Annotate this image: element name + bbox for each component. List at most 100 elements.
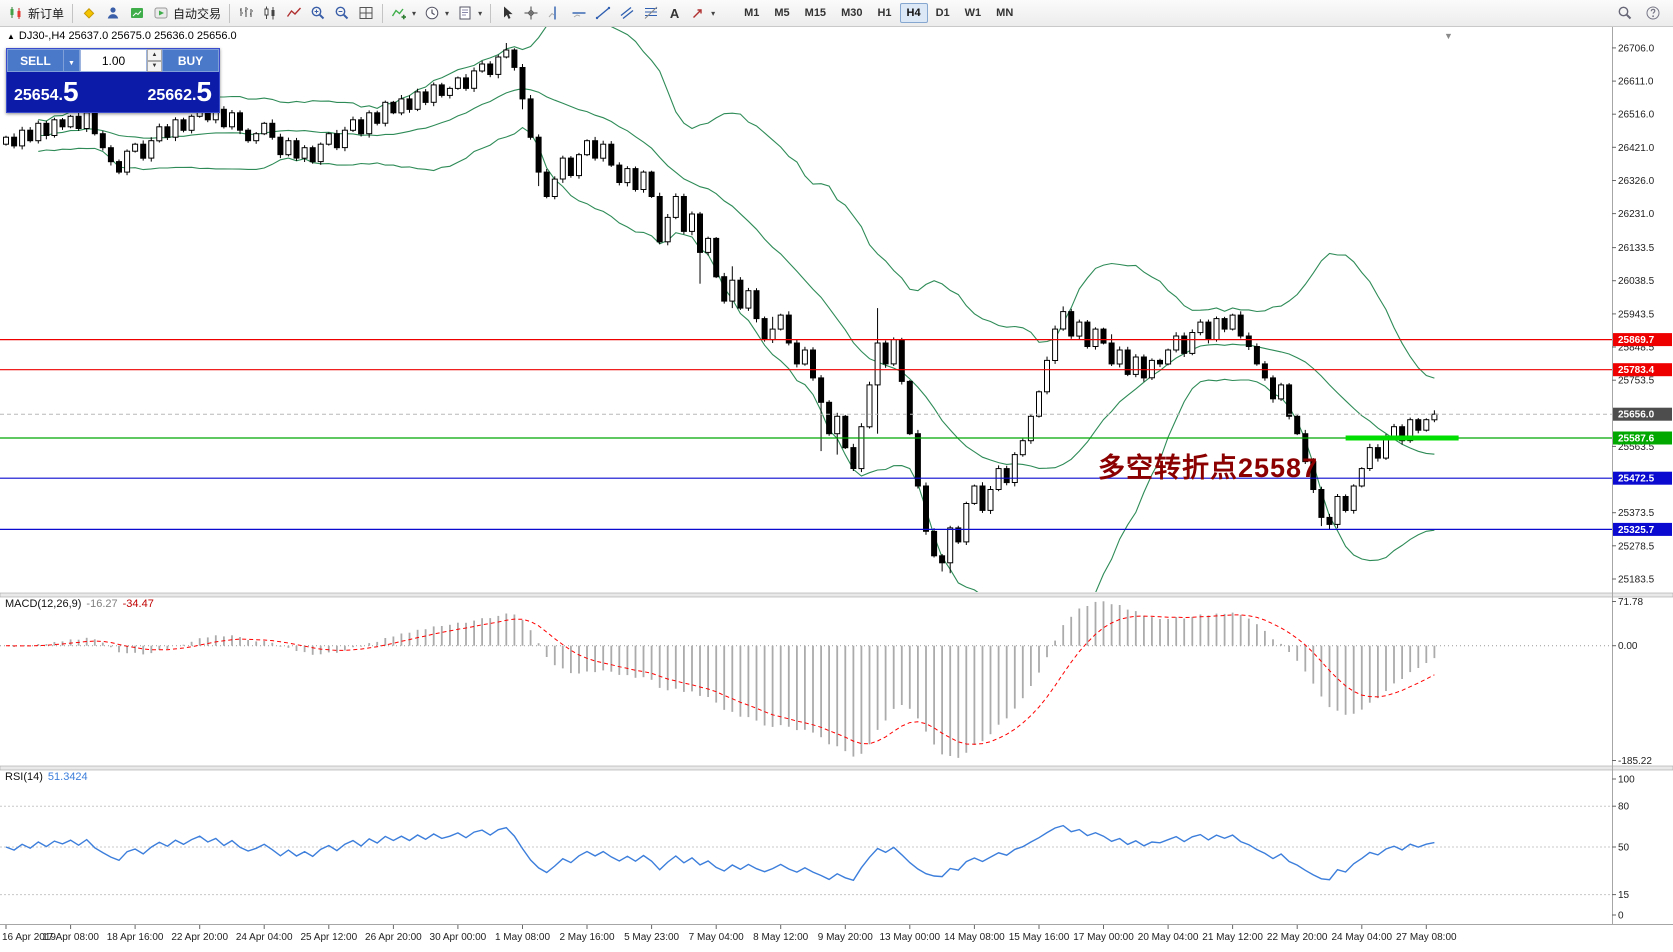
- cursor-icon: [499, 5, 515, 21]
- cursor-tool-button[interactable]: [495, 2, 519, 25]
- one-click-controls-row: SELL ▼ ▲ ▼ BUY: [7, 49, 219, 72]
- line-chart-mode-button[interactable]: [282, 2, 306, 25]
- help-button[interactable]: [1641, 2, 1665, 25]
- volume-options-button[interactable]: ▼: [64, 49, 80, 72]
- crosshair-tool-button[interactable]: [519, 2, 543, 25]
- new-order-icon: [8, 5, 24, 21]
- svg-text:25563.5: 25563.5: [1618, 442, 1655, 453]
- periods-button[interactable]: ▾: [420, 2, 453, 25]
- panel-collapse-icon[interactable]: ▲: [7, 32, 15, 41]
- market-watch-button[interactable]: [77, 2, 101, 25]
- zoom-in-button[interactable]: [306, 2, 330, 25]
- macd-panel: [0, 601, 1612, 758]
- svg-text:25753.5: 25753.5: [1618, 376, 1655, 387]
- rsi-value: 51.3424: [47, 771, 88, 783]
- svg-text:25783.4: 25783.4: [1618, 365, 1655, 376]
- search-button[interactable]: [1613, 2, 1637, 25]
- svg-text:9 May 20:00: 9 May 20:00: [818, 932, 873, 943]
- caret-down-icon: ▾: [711, 8, 716, 18]
- svg-text:71.78: 71.78: [1618, 597, 1643, 608]
- timeframe-m1-button[interactable]: M1: [737, 3, 766, 23]
- templates-button[interactable]: ▾: [453, 2, 486, 25]
- svg-text:24 May 04:00: 24 May 04:00: [1331, 932, 1392, 943]
- timeframe-m5-button[interactable]: M5: [767, 3, 796, 23]
- tile-windows-icon: [358, 5, 374, 21]
- new-order-label: 新订单: [28, 6, 65, 21]
- macd-indicator-label: MACD(12,26,9) -16.27 -34.47: [5, 598, 154, 610]
- timeframe-m15-button[interactable]: M15: [798, 3, 833, 23]
- volume-input[interactable]: [80, 49, 147, 72]
- svg-text:25943.5: 25943.5: [1618, 309, 1655, 320]
- svg-text:8 May 12:00: 8 May 12:00: [753, 932, 808, 943]
- buy-button[interactable]: BUY: [162, 49, 219, 72]
- scroll-to-end-icon[interactable]: ▼: [1444, 31, 1453, 41]
- text-tool-button[interactable]: A: [663, 2, 686, 25]
- fibonacci-tool-button[interactable]: [639, 2, 663, 25]
- navigator-button[interactable]: [101, 2, 125, 25]
- price-tags: 25869.7 25783.4 25656.0 25587.6 25472.5 25325…: [1613, 333, 1672, 536]
- candlestick-icon: [262, 5, 278, 21]
- timeframe-h4-button[interactable]: H4: [899, 3, 928, 23]
- toolbar-separator: [382, 3, 384, 23]
- market-watch-icon: [81, 5, 97, 21]
- candlestick-mode-button[interactable]: [258, 2, 282, 25]
- svg-text:26516.0: 26516.0: [1618, 110, 1655, 121]
- svg-text:16 Apr 2019: 16 Apr 2019: [2, 932, 56, 943]
- buy-price[interactable]: 25662. 5: [147, 76, 212, 108]
- sell-button[interactable]: SELL: [7, 49, 64, 72]
- svg-text:18 Apr 16:00: 18 Apr 16:00: [107, 932, 164, 943]
- ohlc-header-text: DJ30-,H4 25637.0 25675.0 25636.0 25656.0: [18, 30, 237, 42]
- trendline-icon: [595, 5, 611, 21]
- panel-separators[interactable]: [0, 27, 1673, 925]
- volume-spinner: ▲ ▼: [147, 49, 162, 72]
- rsi-indicator-label: RSI(14) 51.3424: [5, 771, 88, 783]
- chart-canvas[interactable]: 71.78 0.00 -185.22 100 80 50 15 0 26706.0 26611.0…: [0, 27, 1673, 952]
- vertical-line-icon: [547, 5, 563, 21]
- timeframe-mn-button[interactable]: MN: [989, 3, 1020, 23]
- channel-tool-button[interactable]: [615, 2, 639, 25]
- terminal-button[interactable]: [125, 2, 149, 25]
- svg-text:2 May 16:00: 2 May 16:00: [559, 932, 614, 943]
- svg-text:5 May 23:00: 5 May 23:00: [624, 932, 679, 943]
- trendline-tool-button[interactable]: [591, 2, 615, 25]
- volume-decrease-button[interactable]: ▼: [147, 60, 162, 72]
- svg-text:25278.5: 25278.5: [1618, 541, 1655, 552]
- autotrading-button[interactable]: 自动交易: [149, 2, 225, 25]
- svg-text:21 May 12:00: 21 May 12:00: [1202, 932, 1263, 943]
- new-order-button[interactable]: 新订单: [4, 2, 68, 25]
- indicators-button[interactable]: ▾: [387, 2, 420, 25]
- zoom-out-button[interactable]: [330, 2, 354, 25]
- toolbar-separator: [72, 3, 74, 23]
- timeframe-d1-button[interactable]: D1: [929, 3, 957, 23]
- zoom-out-icon: [334, 5, 350, 21]
- indicators-icon: [391, 5, 407, 21]
- svg-text:25373.5: 25373.5: [1618, 508, 1655, 519]
- horizontal-lines-layer[interactable]: [0, 339, 1612, 530]
- horizontal-line-icon: [571, 5, 587, 21]
- toolbar-separator: [229, 3, 231, 23]
- timeframe-m30-button[interactable]: M30: [834, 3, 869, 23]
- clock-icon: [424, 5, 440, 21]
- timeframe-w1-button[interactable]: W1: [958, 3, 989, 23]
- svg-text:26706.0: 26706.0: [1618, 43, 1655, 54]
- one-click-trading-panel: SELL ▼ ▲ ▼ BUY 25654.5 25662.5: [6, 48, 220, 113]
- candles-layer: [3, 43, 1438, 574]
- arrows-tool-button[interactable]: ▾: [686, 2, 719, 25]
- macd-signal-value: -34.47: [122, 598, 154, 610]
- price-axis[interactable]: 71.78 0.00 -185.22 100 80 50 15 0 26706.0 26611.0…: [1612, 43, 1655, 922]
- svg-text:100: 100: [1618, 775, 1635, 786]
- autotrading-label: 自动交易: [173, 6, 222, 21]
- timeframe-h1-button[interactable]: H1: [870, 3, 898, 23]
- macd-name: MACD(12,26,9): [5, 598, 82, 610]
- volume-increase-button[interactable]: ▲: [147, 49, 162, 61]
- bar-chart-mode-button[interactable]: [234, 2, 258, 25]
- horizontal-line-tool-button[interactable]: [567, 2, 591, 25]
- zoom-in-icon: [310, 5, 326, 21]
- tile-windows-button[interactable]: [354, 2, 378, 25]
- svg-text:30 Apr 00:00: 30 Apr 00:00: [430, 932, 487, 943]
- vertical-line-tool-button[interactable]: [543, 2, 567, 25]
- caret-down-icon: ▾: [478, 8, 483, 18]
- sell-price[interactable]: 25654. 5: [14, 76, 79, 108]
- svg-text:26231.0: 26231.0: [1618, 209, 1655, 220]
